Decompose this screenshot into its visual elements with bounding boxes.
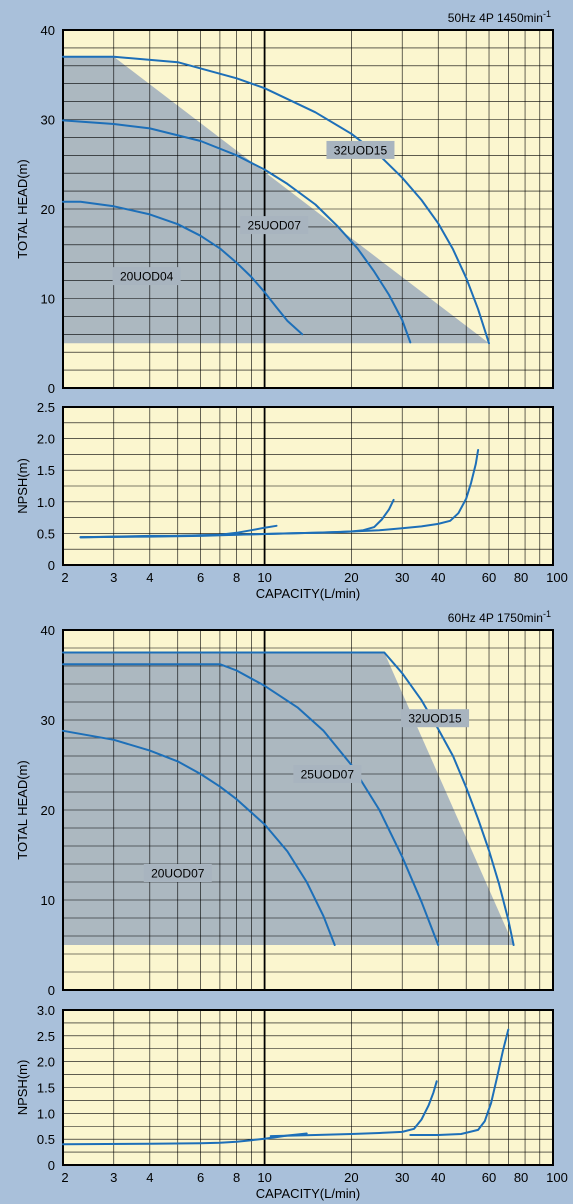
npsh60-xtick-8: 40 xyxy=(431,1170,445,1185)
npsh50-xtick-8: 40 xyxy=(431,570,445,585)
head60-ytick-2: 20 xyxy=(41,803,55,818)
npsh60-ylabel: NPSH(m) xyxy=(15,1060,30,1116)
npsh50-xtick-10: 80 xyxy=(514,570,528,585)
npsh50-xtick-2: 4 xyxy=(146,570,153,585)
npsh50-xtick-0: 2 xyxy=(61,570,68,585)
head60-curve-25UOD07 xyxy=(62,663,440,946)
npsh60-xtick-5: 10 xyxy=(257,1170,271,1185)
npsh50-ytick-4: 2.0 xyxy=(37,432,55,447)
npsh60-ytick-1: 0.5 xyxy=(37,1132,55,1147)
head60-header-sup: -1 xyxy=(543,609,551,619)
head50-ytick-0: 0 xyxy=(48,381,55,396)
npsh60-xtick-0: 2 xyxy=(61,1170,68,1185)
npsh60-ytick-6: 3.0 xyxy=(37,1003,55,1018)
head50-label-bg-25UOD07 xyxy=(240,216,309,235)
head60-label-bg-20UOD07 xyxy=(143,864,212,882)
head60-label-25UOD07: 25UOD07 xyxy=(301,768,355,782)
npsh50-xtick-6: 20 xyxy=(344,570,358,585)
head50-header: 50Hz 4P 1450min-1 xyxy=(448,9,551,25)
npsh60-xtick-11: 100 xyxy=(546,1170,568,1185)
head60-ytick-0: 0 xyxy=(48,983,55,998)
npsh60-xtick-10: 80 xyxy=(514,1170,528,1185)
npsh60-ytick-2: 1.0 xyxy=(37,1106,55,1121)
head50-curve-20UOD04 xyxy=(62,200,304,336)
npsh50-xtick-9: 60 xyxy=(482,570,496,585)
npsh50-xtick-7: 30 xyxy=(395,570,409,585)
npsh50-plot-frame xyxy=(62,406,554,566)
npsh60-xtick-4: 8 xyxy=(233,1170,240,1185)
head60-label-bg-32UOD15 xyxy=(401,709,470,728)
head60-header: 60Hz 4P 1750min-1 xyxy=(448,609,551,625)
npsh60-xtick-7: 30 xyxy=(395,1170,409,1185)
npsh60-ytick-4: 2.0 xyxy=(37,1055,55,1070)
head60-ytick-4: 40 xyxy=(41,623,55,638)
npsh60-curve-32UOD15 xyxy=(409,1028,510,1136)
npsh50-ytick-3: 1.5 xyxy=(37,463,55,478)
npsh50-ytick-5: 2.5 xyxy=(37,400,55,415)
head60-label-32UOD15: 32UOD15 xyxy=(408,712,462,726)
npsh60-xtick-1: 3 xyxy=(110,1170,117,1185)
head60-ytick-3: 30 xyxy=(41,713,55,728)
npsh50-xlabel: CAPACITY(L/min) xyxy=(256,586,361,601)
head50-label-bg-32UOD15 xyxy=(326,140,395,159)
npsh60-plot-frame xyxy=(62,1009,554,1166)
head50-curve-25UOD07 xyxy=(62,119,412,344)
npsh50-xtick-3: 6 xyxy=(197,570,204,585)
npsh60-xtick-2: 4 xyxy=(146,1170,153,1185)
head50-label-bg-20UOD04 xyxy=(112,267,181,286)
head60-curve-32UOD15 xyxy=(62,651,515,946)
head50-label-32UOD15: 32UOD15 xyxy=(334,143,388,157)
head60-curve-20UOD07 xyxy=(62,729,336,946)
head50-ylabel: TOTAL HEAD(m) xyxy=(15,159,30,258)
npsh60-ytick-0: 0 xyxy=(48,1158,55,1173)
head50-ytick-2: 20 xyxy=(41,202,55,217)
npsh60-xtick-6: 20 xyxy=(344,1170,358,1185)
head50-header-text: 50Hz 4P 1450min xyxy=(448,11,543,25)
npsh50-xtick-4: 8 xyxy=(233,570,240,585)
npsh60-ytick-3: 1.5 xyxy=(37,1081,55,1096)
head60-ylabel: TOTAL HEAD(m) xyxy=(15,760,30,859)
npsh50-ytick-2: 1.0 xyxy=(37,495,55,510)
npsh60-ytick-5: 2.5 xyxy=(37,1029,55,1044)
head60-plot-frame xyxy=(62,629,554,991)
head50-ytick-3: 30 xyxy=(41,113,55,128)
head50-label-25UOD07: 25UOD07 xyxy=(248,219,302,233)
npsh60-xlabel: CAPACITY(L/min) xyxy=(256,1186,361,1201)
head60-label-bg-25UOD07 xyxy=(293,765,362,783)
grid-lines xyxy=(62,29,554,1166)
npsh50-ylabel: NPSH(m) xyxy=(15,458,30,514)
npsh50-ytick-1: 0.5 xyxy=(37,526,55,541)
head50-ytick-4: 40 xyxy=(41,23,55,38)
head60-label-20UOD07: 20UOD07 xyxy=(151,867,205,881)
npsh50-xtick-1: 3 xyxy=(110,570,117,585)
npsh60-curve-25UOD07 xyxy=(269,1080,438,1138)
head50-header-sup: -1 xyxy=(543,9,551,19)
npsh50-ytick-0: 0 xyxy=(48,558,55,573)
npsh50-xtick-11: 100 xyxy=(546,570,568,585)
head60-header-text: 60Hz 4P 1750min xyxy=(448,611,543,625)
head50-ytick-1: 10 xyxy=(41,292,55,307)
npsh60-xtick-3: 6 xyxy=(197,1170,204,1185)
head60-ytick-1: 10 xyxy=(41,893,55,908)
npsh50-xtick-5: 10 xyxy=(257,570,271,585)
head50-plot-frame xyxy=(62,29,554,389)
head50-label-20UOD04: 20UOD04 xyxy=(120,270,174,284)
npsh60-xtick-9: 60 xyxy=(482,1170,496,1185)
npsh50-curve-32UOD15 xyxy=(79,449,480,539)
